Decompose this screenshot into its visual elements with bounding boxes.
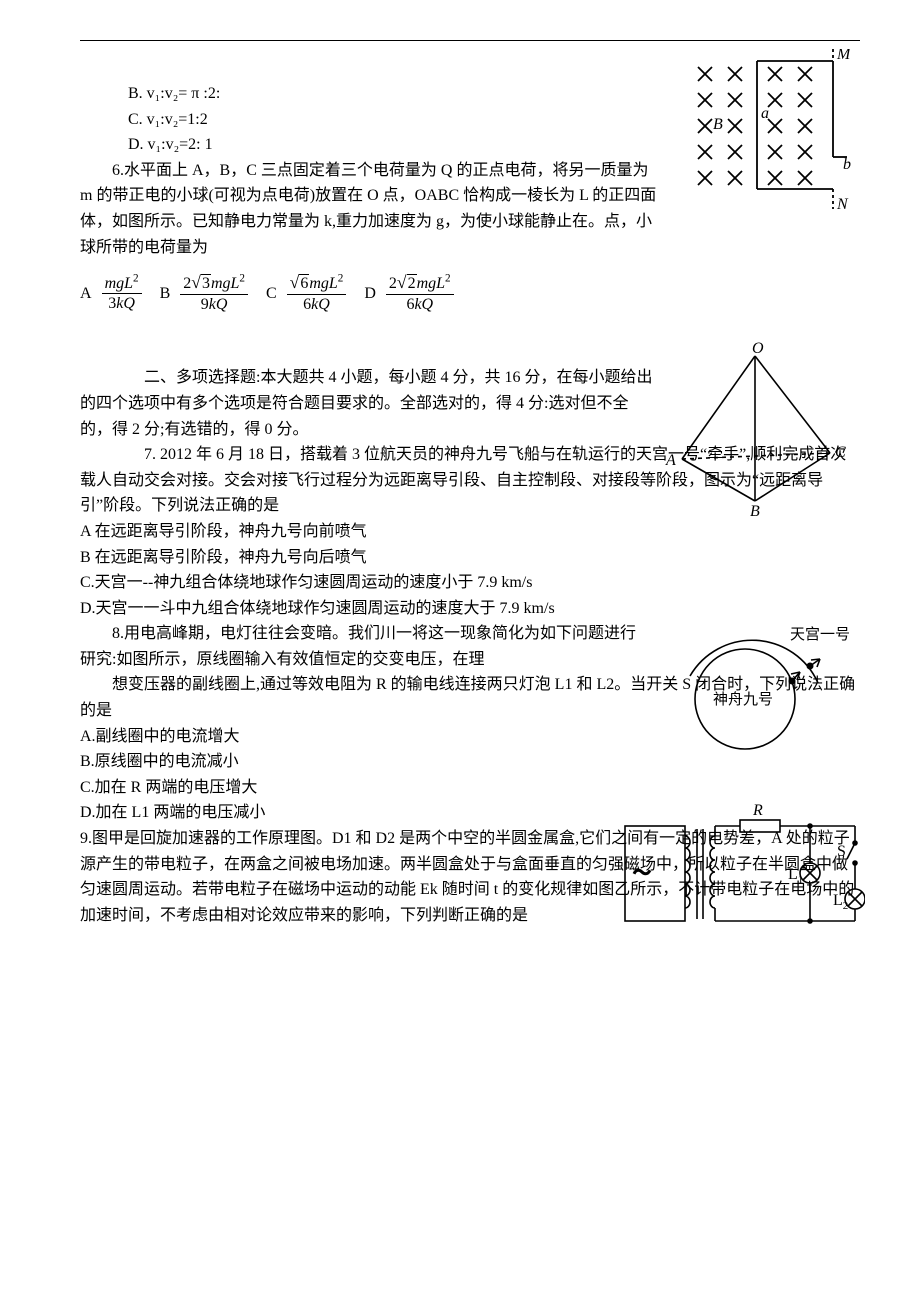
q6-A-label: A: [80, 281, 92, 307]
q8-opt-B: B.原线圈中的电流减小: [80, 749, 860, 775]
q6-text: 6.水平面上 A，B，C 三点固定着三个电荷量为 Q 的正点电荷，将另一质量为 …: [80, 158, 660, 260]
q7-opt-B: B 在远距离导引阶段，神舟九号向后喷气: [80, 545, 860, 571]
q6-options: A mgL2 3kQ B 2√3mgL2 9kQ C √6mgL2 6kQ D …: [80, 274, 860, 313]
question-6: 6.水平面上 A，B，C 三点固定着三个电荷量为 Q 的正点电荷，将另一质量为 …: [80, 158, 860, 260]
q6-D-label: D: [364, 281, 376, 307]
q6-opt-B: B 2√3mgL2 9kQ: [160, 274, 248, 313]
question-9: 9.图甲是回旋加速器的工作原理图。D1 和 D2 是两个中空的半圆金属盒,它们之…: [80, 826, 860, 928]
q6-opt-D: D 2√2mgL2 6kQ: [364, 274, 453, 313]
q6-C-label: C: [266, 281, 277, 307]
q7-opt-C: C.天宫一--神九组合体绕地球作匀速圆周运动的速度小于 7.9 km/s: [80, 570, 860, 596]
q7-text: 7. 2012 年 6 月 18 日，搭载着 3 位航天员的神舟九号飞船与在轨运…: [80, 442, 860, 519]
section2-text: 二、多项选择题:本大题共 4 小题，每小题 4 分，共 16 分，在每小题给出的…: [80, 365, 660, 442]
label-O: O: [752, 341, 764, 357]
q6-opt-A: A mgL2 3kQ: [80, 275, 142, 313]
q8-opt-D: D.加在 L1 两端的电压减小: [80, 800, 860, 826]
label-B: B: [713, 116, 723, 133]
label-M: M: [836, 49, 852, 63]
question-7: 7. 2012 年 6 月 18 日，搭载着 3 位航天员的神舟九号飞船与在轨运…: [80, 442, 860, 621]
q7-opt-A: A 在远距离导引阶段，神舟九号向前喷气: [80, 519, 860, 545]
q8-text: 8.用电高峰期，电灯往往会变暗。我们川一将这一现象简化为如下问题进行研究:如图所…: [80, 621, 860, 723]
top-rule: [80, 40, 860, 41]
q6-opt-C: C √6mgL2 6kQ: [266, 274, 346, 313]
section-2-heading: 二、多项选择题:本大题共 4 小题，每小题 4 分，共 16 分，在每小题给出的…: [80, 365, 860, 442]
q8-opt-A: A.副线圈中的电流增大: [80, 724, 860, 750]
label-a: a: [761, 105, 769, 122]
q6-B-label: B: [160, 281, 171, 307]
q9-text: 9.图甲是回旋加速器的工作原理图。D1 和 D2 是两个中空的半圆金属盒,它们之…: [80, 826, 860, 928]
page-content: M N B a b O A C B: [80, 81, 860, 928]
q7-opt-D: D.天宫一一斗中九组合体绕地球作匀速圆周运动的速度大于 7.9 km/s: [80, 596, 860, 622]
q8-opt-C: C.加在 R 两端的电压增大: [80, 775, 860, 801]
question-8: 8.用电高峰期，电灯往往会变暗。我们川一将这一现象简化为如下问题进行研究:如图所…: [80, 621, 860, 826]
